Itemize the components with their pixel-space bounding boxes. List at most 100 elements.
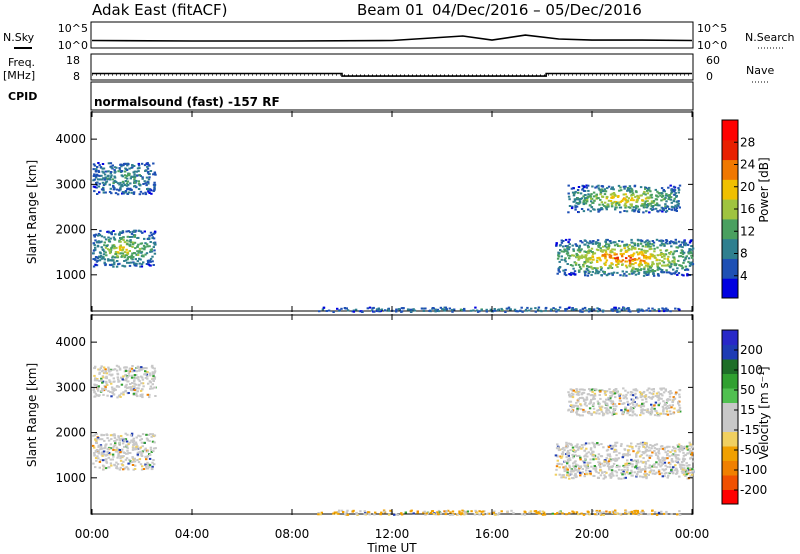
echo-cell — [656, 246, 659, 249]
echo-cell — [666, 242, 669, 245]
echo-cell — [653, 404, 656, 407]
echo-cell — [150, 248, 153, 251]
echo-cell — [668, 445, 671, 448]
echo-cell — [581, 184, 584, 187]
echo-cell — [657, 469, 661, 472]
echo-cell — [335, 512, 338, 515]
echo-cell — [657, 399, 660, 402]
echo-cell — [152, 380, 155, 382]
echo-cell — [611, 263, 614, 266]
echo-cell — [559, 249, 562, 251]
echo-cell — [107, 162, 111, 165]
echo-cell — [673, 272, 677, 275]
colorbar-segment — [722, 238, 738, 259]
echo-cell — [107, 390, 110, 393]
echo-cell — [97, 232, 101, 235]
echo-cell — [576, 455, 579, 457]
echo-cell — [575, 389, 579, 392]
echo-cell — [596, 257, 599, 259]
echo-cell — [686, 243, 690, 246]
echo-cell — [574, 469, 578, 471]
echo-cell — [141, 445, 144, 448]
echo-cell — [152, 173, 155, 176]
echo-cell — [566, 451, 569, 454]
echo-cell — [664, 241, 668, 244]
echo-cell — [151, 378, 155, 381]
echo-cell — [627, 255, 631, 258]
echo-cell — [632, 193, 635, 196]
echo-cell — [665, 309, 669, 312]
echo-cell — [611, 458, 615, 461]
echo-cell — [126, 180, 130, 183]
echo-cell — [671, 445, 675, 448]
echo-cell — [133, 379, 136, 382]
echo-cell — [116, 182, 120, 185]
echo-cell — [154, 395, 157, 397]
echo-cell — [535, 512, 538, 514]
echo-cell — [608, 388, 611, 391]
echo-cell — [554, 308, 557, 311]
echo-cell — [640, 268, 643, 271]
echo-cell — [657, 463, 661, 466]
echo-cell — [95, 168, 98, 171]
echo-cell — [609, 459, 613, 462]
echo-cell — [677, 191, 680, 194]
echo-cell — [664, 307, 668, 310]
echo-cell — [560, 250, 563, 253]
echo-cell — [125, 248, 128, 251]
echo-cell — [611, 465, 615, 468]
echo-cell — [674, 208, 677, 211]
echo-cell — [140, 263, 144, 266]
echo-cell — [635, 475, 638, 478]
echo-cell — [566, 468, 569, 471]
echo-cell — [96, 389, 100, 392]
echo-cell — [633, 210, 636, 213]
echo-cell — [562, 250, 566, 253]
echo-cell — [566, 458, 570, 461]
echo-cell — [145, 464, 148, 467]
echo-cell — [138, 250, 141, 253]
echo-cell — [661, 264, 664, 267]
echo-cell — [97, 240, 100, 243]
echo-cell — [144, 447, 147, 450]
echo-cell — [574, 190, 577, 193]
echo-cell — [520, 513, 524, 516]
echo-cell — [599, 191, 603, 194]
echo-cell — [642, 476, 645, 479]
echo-cell — [644, 446, 647, 449]
echo-cell — [130, 388, 133, 391]
echo-cell — [661, 405, 665, 408]
echo-cell — [140, 366, 143, 369]
echo-cell — [598, 511, 601, 514]
power-panel — [90, 111, 694, 312]
echo-cell — [105, 460, 108, 463]
echo-cell — [144, 246, 147, 249]
echo-cell — [577, 198, 580, 201]
echo-cell — [686, 467, 690, 470]
echo-cell — [123, 251, 127, 254]
echo-cell — [127, 173, 130, 176]
echo-cell — [462, 510, 466, 513]
echo-cell — [491, 309, 495, 312]
echo-cell — [594, 467, 598, 470]
colorbar-segment — [722, 402, 738, 418]
echo-cell — [686, 448, 690, 451]
echo-cell — [688, 241, 692, 244]
echo-cell — [581, 188, 584, 191]
echo-cell — [634, 261, 637, 264]
echo-cell — [669, 198, 672, 201]
echo-cell — [325, 310, 328, 312]
echo-cell — [676, 513, 679, 516]
echo-cell — [668, 208, 671, 210]
echo-cell — [669, 310, 672, 313]
echo-cell — [153, 386, 156, 389]
echo-cell — [629, 256, 632, 259]
echo-cell — [575, 446, 579, 449]
echo-cell — [585, 259, 588, 262]
echo-cell — [634, 207, 638, 210]
echo-cell — [653, 407, 656, 410]
echo-cell — [116, 450, 119, 453]
echo-cell — [473, 513, 477, 516]
echo-cell — [644, 470, 647, 473]
echo-cell — [682, 451, 685, 454]
